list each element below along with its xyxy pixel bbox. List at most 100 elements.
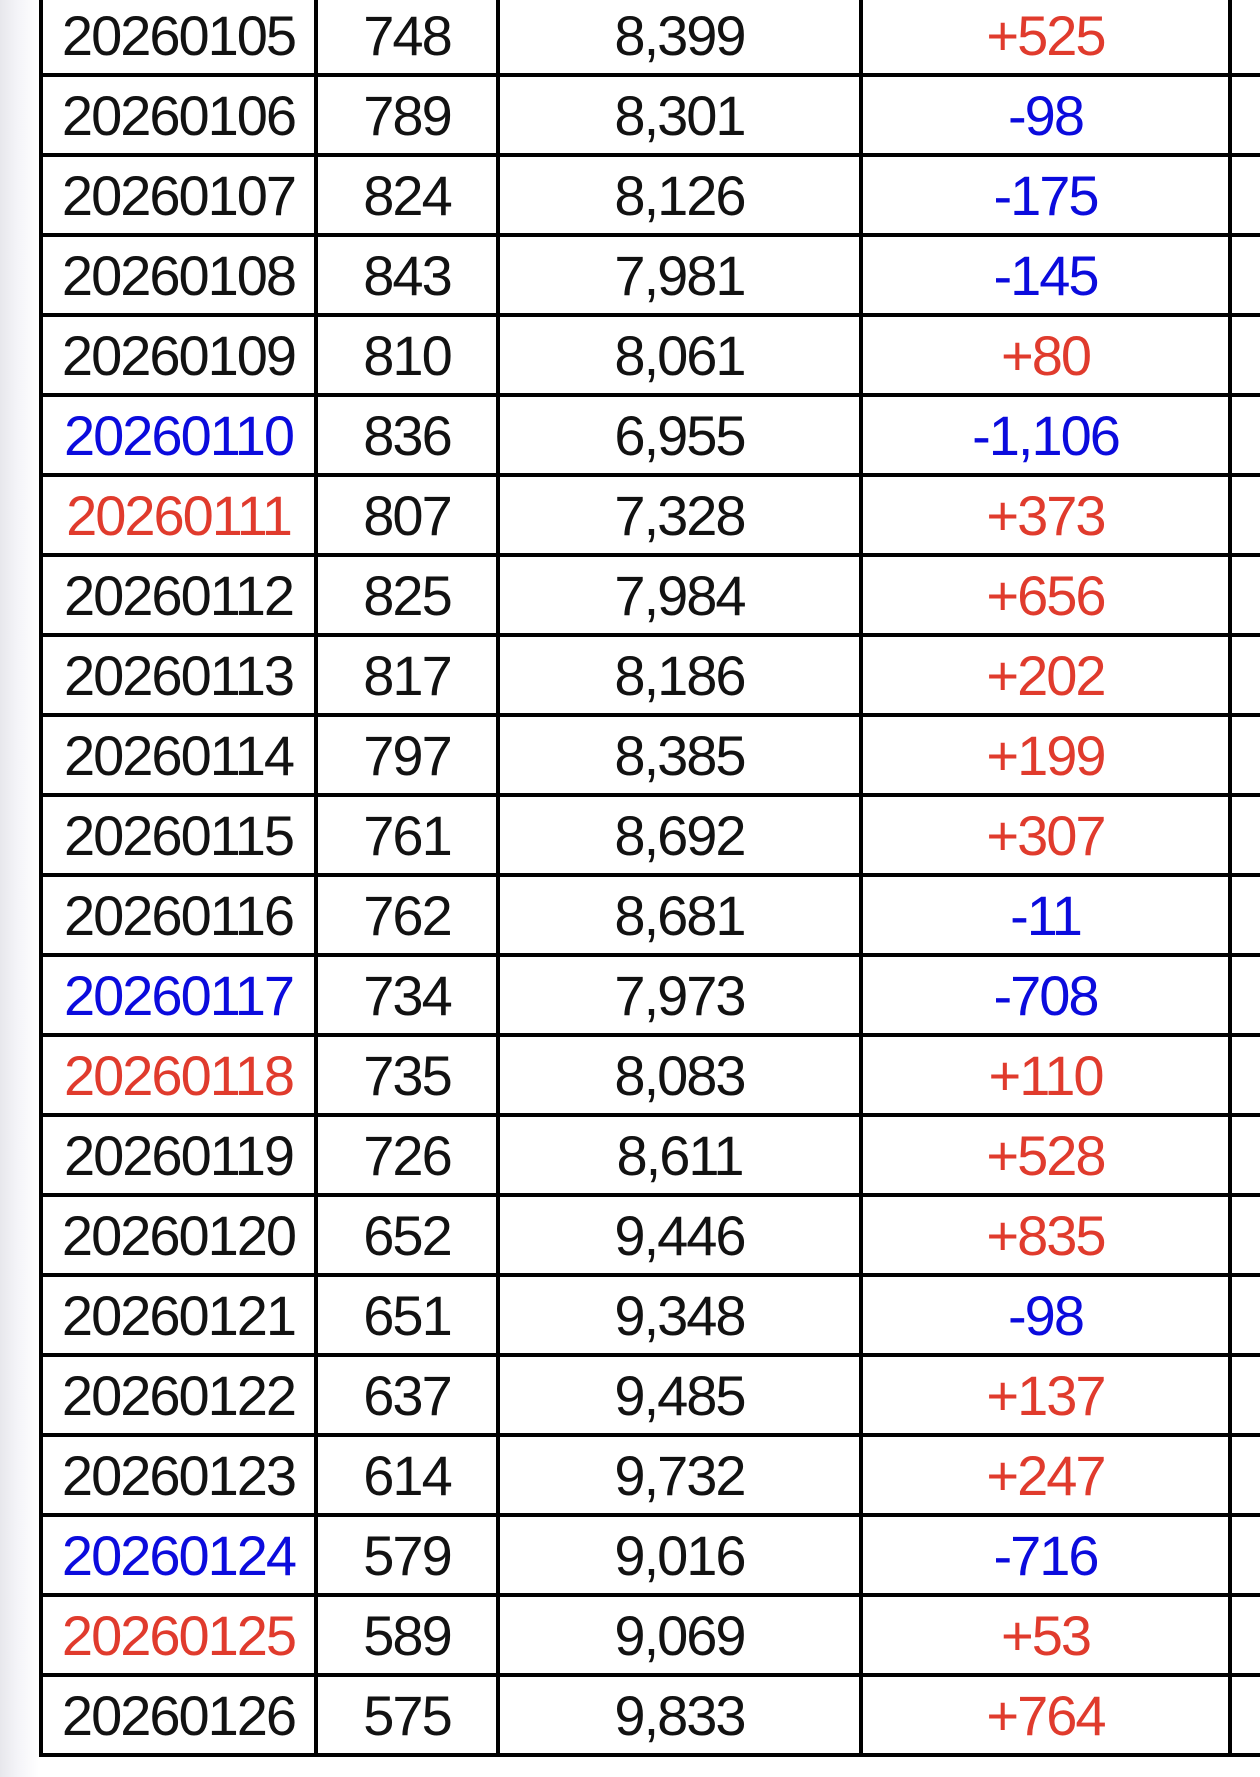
- overflow-cell: [1228, 1673, 1260, 1757]
- change-cell: +525: [859, 0, 1232, 77]
- value1-cell: 575: [314, 1673, 500, 1757]
- date-cell: 20260114: [39, 713, 318, 797]
- value2-cell: 9,446: [496, 1193, 863, 1277]
- change-cell: +835: [859, 1193, 1232, 1277]
- table-row: 20260121 651 9,348 -98: [39, 1273, 1260, 1357]
- value1-cell: 614: [314, 1433, 500, 1517]
- change-cell: -98: [859, 73, 1232, 157]
- overflow-cell: [1228, 633, 1260, 717]
- table-row: 20260122 637 9,485 +137: [39, 1353, 1260, 1437]
- change-cell: +199: [859, 713, 1232, 797]
- overflow-cell: [1228, 793, 1260, 877]
- table-row: 20260124 579 9,016 -716: [39, 1513, 1260, 1597]
- change-cell: +202: [859, 633, 1232, 717]
- overflow-cell: [1228, 1593, 1260, 1677]
- change-cell: +53: [859, 1593, 1232, 1677]
- change-cell: +528: [859, 1113, 1232, 1197]
- value1-cell: 734: [314, 953, 500, 1037]
- date-cell: 20260112: [39, 553, 318, 637]
- date-cell: 20260126: [39, 1673, 318, 1757]
- date-cell: 20260106: [39, 73, 318, 157]
- table-row: 20260113 817 8,186 +202: [39, 633, 1260, 717]
- table-row: 20260105 748 8,399 +525: [39, 0, 1260, 77]
- date-cell: 20260110: [39, 393, 318, 477]
- table-body: 20260105 748 8,399 +525 20260106 789 8,3…: [39, 0, 1260, 1757]
- overflow-cell: [1228, 953, 1260, 1037]
- value2-cell: 8,611: [496, 1113, 863, 1197]
- overflow-cell: [1228, 553, 1260, 637]
- value1-cell: 836: [314, 393, 500, 477]
- date-cell: 20260105: [39, 0, 318, 77]
- date-cell: 20260122: [39, 1353, 318, 1437]
- value2-cell: 9,833: [496, 1673, 863, 1757]
- overflow-cell: [1228, 1273, 1260, 1357]
- table-row: 20260108 843 7,981 -145: [39, 233, 1260, 317]
- table-row: 20260106 789 8,301 -98: [39, 73, 1260, 157]
- change-cell: +307: [859, 793, 1232, 877]
- value2-cell: 9,069: [496, 1593, 863, 1677]
- change-cell: -98: [859, 1273, 1232, 1357]
- value2-cell: 8,126: [496, 153, 863, 237]
- value1-cell: 726: [314, 1113, 500, 1197]
- value2-cell: 8,186: [496, 633, 863, 717]
- value2-cell: 8,061: [496, 313, 863, 397]
- value1-cell: 843: [314, 233, 500, 317]
- daily-data-table: 20260105 748 8,399 +525 20260106 789 8,3…: [39, 0, 1260, 1757]
- change-cell: +373: [859, 473, 1232, 557]
- date-cell: 20260113: [39, 633, 318, 717]
- value1-cell: 735: [314, 1033, 500, 1117]
- overflow-cell: [1228, 1033, 1260, 1117]
- table-row: 20260109 810 8,061 +80: [39, 313, 1260, 397]
- change-cell: -708: [859, 953, 1232, 1037]
- date-cell: 20260115: [39, 793, 318, 877]
- value2-cell: 6,955: [496, 393, 863, 477]
- value1-cell: 652: [314, 1193, 500, 1277]
- table-row: 20260118 735 8,083 +110: [39, 1033, 1260, 1117]
- table-row: 20260123 614 9,732 +247: [39, 1433, 1260, 1517]
- overflow-cell: [1228, 313, 1260, 397]
- change-cell: -11: [859, 873, 1232, 957]
- overflow-cell: [1228, 153, 1260, 237]
- overflow-cell: [1228, 393, 1260, 477]
- overflow-cell: [1228, 1113, 1260, 1197]
- overflow-cell: [1228, 1353, 1260, 1437]
- table-row: 20260110 836 6,955 -1,106: [39, 393, 1260, 477]
- table-row: 20260120 652 9,446 +835: [39, 1193, 1260, 1277]
- date-cell: 20260117: [39, 953, 318, 1037]
- change-cell: +137: [859, 1353, 1232, 1437]
- date-cell: 20260121: [39, 1273, 318, 1357]
- value1-cell: 824: [314, 153, 500, 237]
- overflow-cell: [1228, 473, 1260, 557]
- table-row: 20260125 589 9,069 +53: [39, 1593, 1260, 1677]
- table-row: 20260111 807 7,328 +373: [39, 473, 1260, 557]
- value1-cell: 651: [314, 1273, 500, 1357]
- value1-cell: 579: [314, 1513, 500, 1597]
- value1-cell: 810: [314, 313, 500, 397]
- overflow-cell: [1228, 0, 1260, 77]
- date-cell: 20260107: [39, 153, 318, 237]
- change-cell: +764: [859, 1673, 1232, 1757]
- table-row: 20260116 762 8,681 -11: [39, 873, 1260, 957]
- value1-cell: 589: [314, 1593, 500, 1677]
- change-cell: +80: [859, 313, 1232, 397]
- overflow-cell: [1228, 73, 1260, 157]
- date-cell: 20260108: [39, 233, 318, 317]
- overflow-cell: [1228, 713, 1260, 797]
- value2-cell: 9,348: [496, 1273, 863, 1357]
- overflow-cell: [1228, 1193, 1260, 1277]
- table-row: 20260117 734 7,973 -708: [39, 953, 1260, 1037]
- value1-cell: 637: [314, 1353, 500, 1437]
- page-left-edge-shade: [0, 0, 39, 1777]
- overflow-cell: [1228, 873, 1260, 957]
- value1-cell: 797: [314, 713, 500, 797]
- change-cell: -716: [859, 1513, 1232, 1597]
- date-cell: 20260116: [39, 873, 318, 957]
- value2-cell: 9,016: [496, 1513, 863, 1597]
- value2-cell: 8,399: [496, 0, 863, 77]
- change-cell: +247: [859, 1433, 1232, 1517]
- value2-cell: 8,385: [496, 713, 863, 797]
- date-cell: 20260118: [39, 1033, 318, 1117]
- date-cell: 20260124: [39, 1513, 318, 1597]
- value2-cell: 7,973: [496, 953, 863, 1037]
